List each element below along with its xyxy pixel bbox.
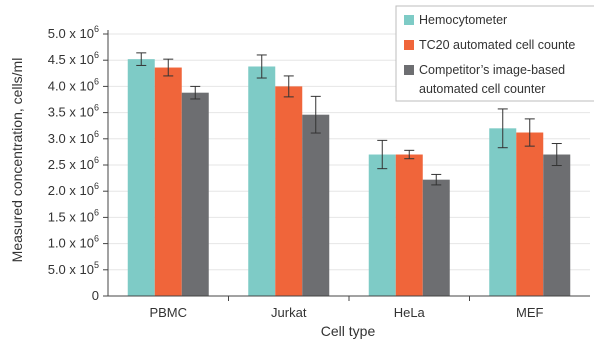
legend-label-hemocytometer: Hemocytometer <box>419 13 507 27</box>
y-tick-label: 3.5 x 106 <box>48 103 99 120</box>
x-tick-label: Jurkat <box>271 305 307 320</box>
x-tick-label: PBMC <box>149 305 187 320</box>
legend-label-tc20: TC20 automated cell counte <box>419 38 575 52</box>
legend-box <box>395 5 594 102</box>
bar-hela-series-2 <box>422 179 450 296</box>
y-tick-label: 0 <box>92 288 99 303</box>
y-tick-label: 4.5 x 106 <box>48 50 99 67</box>
y-tick-label: 5.0 x 106 <box>48 24 99 41</box>
bar-jurkat-series-2 <box>302 114 330 296</box>
y-tick-labels: 0 5.0 x 105 1.0 x 106 1.5 x 106 2.0 x 106 2.5… <box>48 24 99 303</box>
x-tick-labels: PBMC Jurkat HeLa MEF <box>149 305 543 320</box>
y-tick-label: 1.5 x 106 <box>48 207 99 224</box>
x-tick-label: MEF <box>516 305 544 320</box>
legend-swatch-hemocytometer <box>404 15 414 25</box>
bar-pbmc-series-1 <box>154 67 182 296</box>
y-tick-label: 2.5 x 106 <box>48 155 99 172</box>
y-tick-label: 2.0 x 106 <box>48 181 99 198</box>
bar-pbmc-series-2 <box>181 92 209 296</box>
error-bars <box>136 52 562 186</box>
bar-mef-series-0 <box>489 128 517 296</box>
legend: Hemocytometer TC20 automated cell counte… <box>395 5 594 102</box>
legend-swatch-tc20 <box>404 40 414 50</box>
x-axis-title: Cell type <box>321 323 376 339</box>
bar-hela-series-0 <box>368 154 396 296</box>
legend-label-competitor-line2: automated cell counter <box>419 82 545 96</box>
bar-jurkat-series-0 <box>248 66 276 296</box>
legend-swatch-competitor <box>404 65 414 75</box>
axes <box>103 30 590 301</box>
y-axis-title: Measured concentration, cells/ml <box>9 58 25 263</box>
x-tick-label: HeLa <box>394 305 426 320</box>
bars <box>127 59 571 297</box>
y-tick-label: 5.0 x 105 <box>48 260 99 277</box>
bar-pbmc-series-0 <box>127 59 155 296</box>
legend-label-competitor-line1: Competitor’s image-based <box>419 63 565 77</box>
bar-jurkat-series-1 <box>275 86 303 297</box>
y-tick-label: 3.0 x 106 <box>48 129 99 146</box>
bar-mef-series-1 <box>516 132 544 296</box>
bar-hela-series-1 <box>395 154 423 296</box>
y-tick-label: 4.0 x 106 <box>48 76 99 93</box>
bar-mef-series-2 <box>543 154 571 296</box>
y-tick-label: 1.0 x 106 <box>48 234 99 251</box>
